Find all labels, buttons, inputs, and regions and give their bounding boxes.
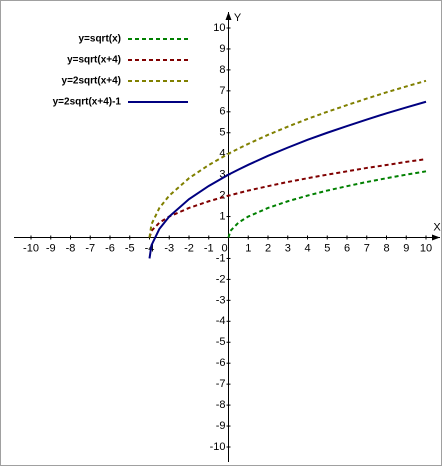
x-axis-label: X: [433, 221, 441, 233]
x-tick-label: -1: [204, 242, 214, 254]
x-tick-label: 4: [304, 242, 310, 254]
x-tick-label: -6: [105, 242, 115, 254]
x-tick-label: -4: [145, 242, 155, 254]
y-tick-label: -1: [216, 252, 226, 264]
x-tick-label: 9: [403, 242, 409, 254]
x-tick-label: -3: [164, 242, 174, 254]
y-tick-label: 3: [219, 169, 225, 181]
x-tick-label: 7: [364, 242, 370, 254]
y-tick-label: -5: [216, 336, 226, 348]
x-tick-label: 2: [265, 242, 271, 254]
y-tick-label: 5: [219, 127, 225, 139]
x-tick-label: 5: [324, 242, 330, 254]
y-tick-label: -9: [216, 420, 226, 432]
x-tick-label: 6: [344, 242, 350, 254]
y-tick-label: -8: [216, 399, 226, 411]
series-line: [148, 79, 427, 238]
y-axis-arrow: [225, 12, 232, 20]
y-tick-label: 2: [219, 190, 225, 202]
x-tick-label: -5: [125, 242, 135, 254]
x-tick-label: -2: [184, 242, 194, 254]
y-tick-label: -7: [216, 378, 226, 390]
x-tick-label: 1: [245, 242, 251, 254]
y-tick-label: 8: [219, 64, 225, 76]
y-tick-label: -2: [216, 273, 226, 285]
y-axis-label: Y: [234, 12, 242, 24]
y-tick-label: 7: [219, 85, 225, 97]
x-tick-label: 0: [221, 242, 227, 254]
y-tick-label: 9: [219, 43, 225, 55]
x-tick-label: -10: [23, 242, 39, 254]
x-tick-label: -9: [46, 242, 56, 254]
x-tick-label: -8: [66, 242, 76, 254]
x-tick-label: 10: [420, 242, 432, 254]
series-line: [227, 170, 427, 238]
y-tick-label: 1: [219, 210, 225, 222]
y-tick-label: 6: [219, 106, 225, 118]
y-tick-label: 4: [219, 148, 225, 160]
series-line: [148, 100, 427, 259]
y-tick-label: -4: [216, 315, 226, 327]
legend-label: y=2sqrt(x+4)-1: [53, 97, 122, 108]
x-tick-label: 3: [285, 242, 291, 254]
x-tick-label: 8: [383, 242, 389, 254]
y-tick-label: -3: [216, 294, 226, 306]
legend-label: y=2sqrt(x+4): [62, 76, 121, 87]
x-axis-arrow: [432, 234, 440, 241]
legend-label: y=sqrt(x+4): [67, 55, 121, 66]
y-tick-label: -6: [216, 357, 226, 369]
y-tick-label: -10: [210, 441, 226, 453]
y-tick-label: 10: [213, 22, 225, 34]
legend-label: y=sqrt(x): [78, 34, 121, 45]
x-tick-label: -7: [85, 242, 95, 254]
